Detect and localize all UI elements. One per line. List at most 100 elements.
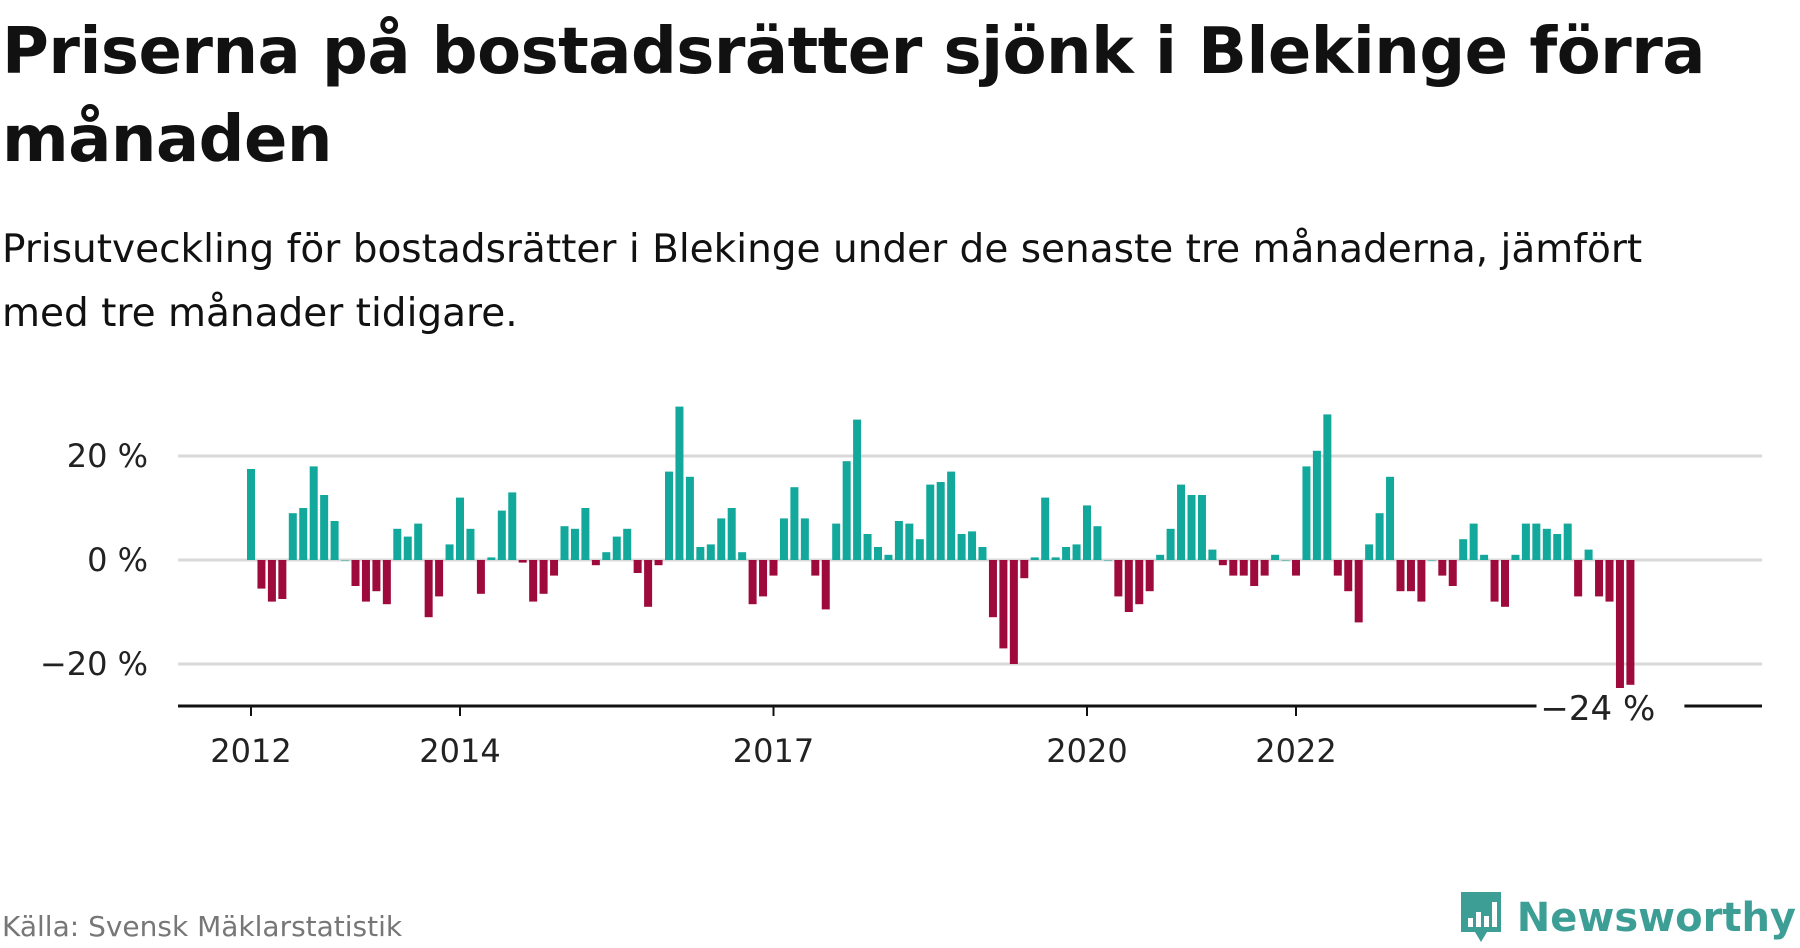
bar [811, 560, 820, 576]
bar [257, 560, 266, 589]
bar [1166, 528, 1175, 560]
bar [1051, 557, 1060, 560]
bar [696, 547, 705, 560]
bar [1009, 560, 1018, 664]
bar [1187, 495, 1196, 560]
bar [1229, 560, 1238, 576]
bar [1271, 554, 1280, 560]
bar [1574, 560, 1583, 597]
bar [1197, 495, 1206, 560]
bar [999, 560, 1008, 649]
bar [1020, 560, 1029, 579]
y-tick-label: 20 % [67, 437, 148, 475]
bar [1354, 560, 1363, 623]
bar [309, 466, 318, 560]
bar [1281, 560, 1290, 561]
bar [341, 560, 350, 561]
bar [1396, 560, 1405, 592]
bar [623, 528, 632, 560]
bar [1595, 560, 1604, 597]
bar [1417, 560, 1426, 602]
bar [905, 523, 914, 560]
bar [424, 560, 433, 618]
bar [288, 513, 297, 560]
y-tick-labels: 20 % 0 % −20 % [40, 437, 148, 683]
bar [1480, 554, 1489, 560]
bar [581, 508, 590, 560]
bar [456, 497, 464, 560]
bar [1041, 497, 1050, 560]
bar [1521, 523, 1530, 560]
bar [1563, 523, 1572, 560]
chart-subtitle: Prisutveckling för bostadsrätter i Bleki… [2, 227, 1643, 336]
bar [738, 552, 747, 560]
bar [1103, 560, 1112, 561]
bar [1302, 466, 1311, 560]
annotation-background [1536, 688, 1685, 730]
bar [769, 560, 778, 576]
bar [1156, 554, 1165, 560]
bar [1615, 560, 1624, 690]
bar [487, 557, 496, 560]
bar [299, 508, 308, 560]
bar [1208, 549, 1217, 560]
bar [1427, 560, 1436, 561]
bar [884, 554, 893, 560]
x-tick-label: 2017 [733, 732, 814, 770]
bar [936, 482, 945, 560]
annotation: −24 % [1510, 688, 1685, 730]
y-tick-label: −20 % [40, 645, 148, 683]
bar [414, 523, 423, 560]
bar [1218, 560, 1227, 566]
x-tick-label: 2012 [210, 732, 291, 770]
bar [1365, 544, 1374, 560]
bar [435, 560, 444, 597]
bar [591, 560, 600, 566]
x-tick-label: 2014 [419, 732, 500, 770]
bar [1501, 560, 1509, 607]
bar [717, 518, 726, 560]
bar [267, 560, 276, 602]
bar [278, 560, 287, 599]
bar [1490, 560, 1499, 602]
bar [1312, 450, 1321, 560]
bar [1177, 484, 1186, 560]
bar [957, 534, 966, 560]
bar [1093, 526, 1102, 560]
bar [1469, 523, 1478, 560]
bar [978, 547, 987, 560]
bar [361, 560, 370, 602]
bar [570, 528, 579, 560]
bar [1083, 505, 1091, 560]
bar [550, 560, 559, 576]
bar [1250, 560, 1259, 586]
y-tick-label: 0 % [87, 541, 148, 579]
bar [1124, 560, 1133, 612]
bar [476, 560, 485, 594]
bar [1605, 560, 1614, 602]
bar [633, 560, 642, 573]
bar [1511, 554, 1520, 560]
brand-logo[interactable]: Newsworthy [1457, 888, 1796, 948]
bar [832, 523, 841, 560]
bar [842, 461, 851, 560]
bar [560, 526, 569, 560]
bar [612, 536, 621, 560]
x-tick-label: 2022 [1255, 732, 1336, 770]
bar [1626, 560, 1635, 685]
bar [351, 560, 360, 586]
bar [863, 534, 872, 560]
bar [947, 471, 956, 560]
bar [685, 476, 694, 560]
bar [445, 544, 454, 560]
bar [1062, 547, 1071, 560]
bar [518, 560, 527, 563]
bar [602, 552, 611, 560]
bar [508, 492, 517, 560]
bar [675, 406, 684, 560]
bar [247, 469, 255, 560]
bar [665, 471, 673, 560]
bar [1260, 560, 1269, 576]
source-credit: Källa: Svensk Mäklarstatistik [2, 910, 403, 943]
bar [644, 560, 653, 607]
